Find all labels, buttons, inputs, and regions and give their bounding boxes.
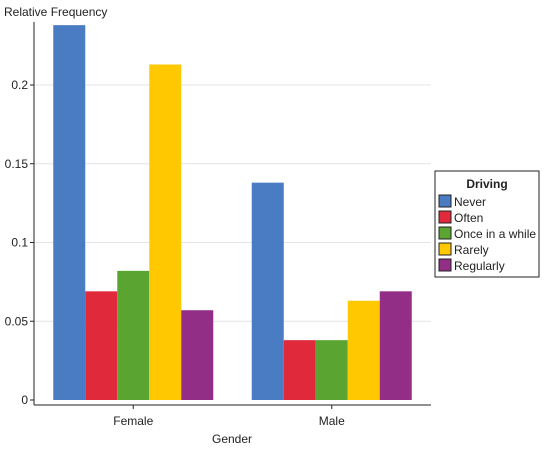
x-axis-label: Gender — [212, 432, 252, 446]
y-tick-label: 0.15 — [5, 157, 29, 171]
legend-swatch — [438, 226, 452, 240]
bar-often-female — [85, 291, 118, 400]
bar-never-male — [251, 182, 284, 400]
legend-box — [434, 170, 540, 278]
legend: Driving Never Often Once in a while Rarely Re… — [434, 170, 540, 278]
legend-swatch — [438, 258, 452, 272]
y-tick-label: 0.2 — [11, 78, 28, 92]
bar-rarely-female — [149, 64, 182, 401]
bar-once-in-a-while-female — [117, 270, 150, 400]
legend-label: Often — [454, 211, 483, 225]
legend-swatch — [438, 242, 452, 256]
legend-swatch — [438, 210, 452, 224]
x-tick-label: Male — [319, 414, 345, 428]
bar-regularly-male — [379, 291, 412, 400]
legend-label: Never — [454, 195, 486, 209]
bar-regularly-female — [181, 310, 214, 400]
bar-often-male — [283, 340, 316, 400]
legend-title: Driving — [466, 177, 507, 191]
legend-label: Once in a while — [454, 227, 536, 241]
bar-once-in-a-while-male — [315, 340, 348, 400]
axes — [33, 22, 431, 406]
bar-rarely-male — [347, 300, 380, 400]
legend-label: Rarely — [454, 243, 489, 257]
x-tick-label: Female — [113, 414, 153, 428]
x-ticks: Female Male — [113, 405, 345, 428]
y-tick-label: 0.1 — [11, 236, 28, 250]
y-axis-label: Relative Frequency — [4, 5, 107, 19]
legend-label: Regularly — [454, 259, 505, 273]
grid-lines — [34, 84, 431, 322]
y-tick-label: 0.05 — [5, 314, 29, 328]
bar-never-female — [53, 25, 86, 401]
y-ticks: 0 0.05 0.1 0.15 0.2 — [5, 78, 34, 407]
legend-swatch — [438, 194, 452, 208]
bars — [53, 25, 412, 401]
y-tick-label: 0 — [21, 393, 28, 407]
